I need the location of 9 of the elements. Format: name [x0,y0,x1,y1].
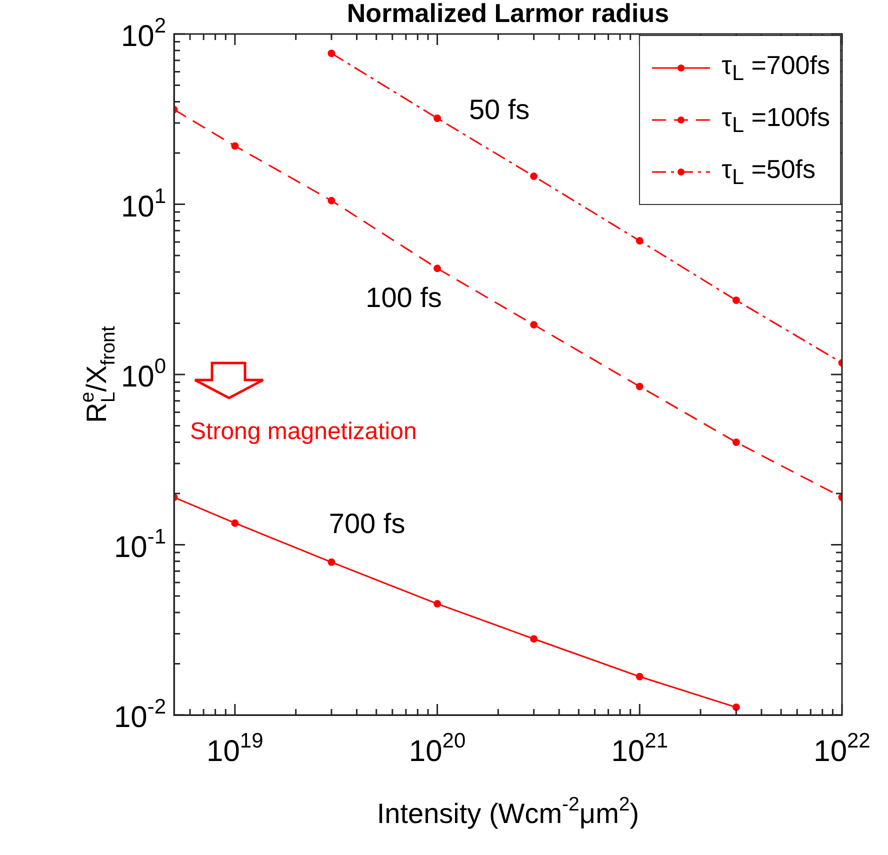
legend-label: τ$_{L}$ =50fs [722,154,816,190]
y-axis-title: RLe/Xfront [76,326,120,423]
annotation: Strong magnetization [190,418,417,446]
annotation: 700 fs [328,508,406,540]
annotation: 100 fs [366,282,442,314]
chart-title: Normalized Larmor radius [346,0,670,28]
annotation: 50 fs [468,94,530,126]
legend-label: τ$_{L}$ =100fs [722,102,830,138]
legend-label: τ$_{L}$ =700fs [722,50,830,86]
